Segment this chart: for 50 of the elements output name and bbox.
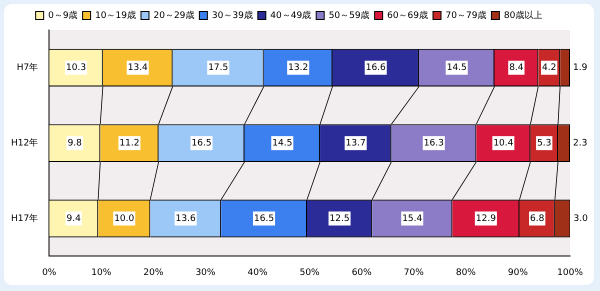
data-label: 10.3 [66, 63, 86, 74]
legend-label: 60～69歳 [387, 10, 428, 21]
legend-label: 40～49歳 [270, 10, 312, 21]
data-label: 16.6 [366, 63, 386, 74]
data-label: 2.3 [572, 138, 588, 148]
x-tick-label: 40% [248, 268, 268, 278]
data-label: 13.4 [128, 63, 148, 74]
legend-label: 70～79歳 [446, 10, 486, 21]
x-tick-label: 30% [195, 268, 216, 278]
data-label: 9.8 [68, 138, 82, 148]
x-tick-label: 20% [143, 268, 164, 278]
legend-label: 80歳以上 [504, 10, 542, 21]
legend-label: 10～19歳 [95, 10, 136, 21]
data-label: 4.2 [542, 63, 556, 74]
x-tick-label: 60% [352, 268, 372, 278]
data-label: 13.7 [346, 138, 366, 148]
data-label: 17.5 [208, 63, 228, 74]
data-label: 14.5 [272, 138, 292, 148]
legend-label: 50～59歳 [328, 10, 370, 21]
data-label: 3.0 [574, 214, 588, 224]
x-tick-label: 10% [91, 268, 112, 278]
y-tick-label: H17年 [10, 212, 38, 224]
data-label: 5.3 [537, 138, 552, 148]
x-tick-label: 100% [557, 268, 584, 278]
data-label: 6.8 [530, 214, 545, 224]
data-label: 11.2 [119, 138, 140, 148]
x-tick-label: 50% [300, 268, 320, 278]
data-label: 13.6 [176, 214, 196, 224]
y-tick-label: H7年 [16, 62, 38, 74]
legend-label: 30～39歳 [212, 10, 253, 21]
x-tick-label: 80% [456, 268, 476, 278]
y-tick-label: H12年 [10, 137, 38, 148]
data-label: 1.9 [572, 63, 588, 74]
x-tick-label: 0% [42, 268, 57, 278]
x-tick-label: 70% [404, 268, 424, 278]
data-label: 9.4 [66, 214, 82, 224]
data-label: 16.5 [254, 214, 274, 224]
data-label: 13.2 [288, 63, 308, 74]
data-label: 15.4 [402, 214, 422, 224]
x-tick-label: 90% [508, 268, 528, 278]
data-label: 12.9 [476, 214, 496, 224]
data-label: 14.5 [446, 63, 467, 74]
data-label: 12.5 [330, 214, 350, 224]
data-label: 10.4 [493, 138, 514, 148]
data-label: 8.4 [509, 63, 524, 74]
data-label: 16.5 [192, 138, 212, 148]
legend-label: 0～9歳 [48, 10, 78, 21]
data-label: 10.0 [114, 214, 134, 224]
legend-label: 20～29歳 [153, 10, 194, 21]
data-label: 16.3 [424, 138, 444, 148]
